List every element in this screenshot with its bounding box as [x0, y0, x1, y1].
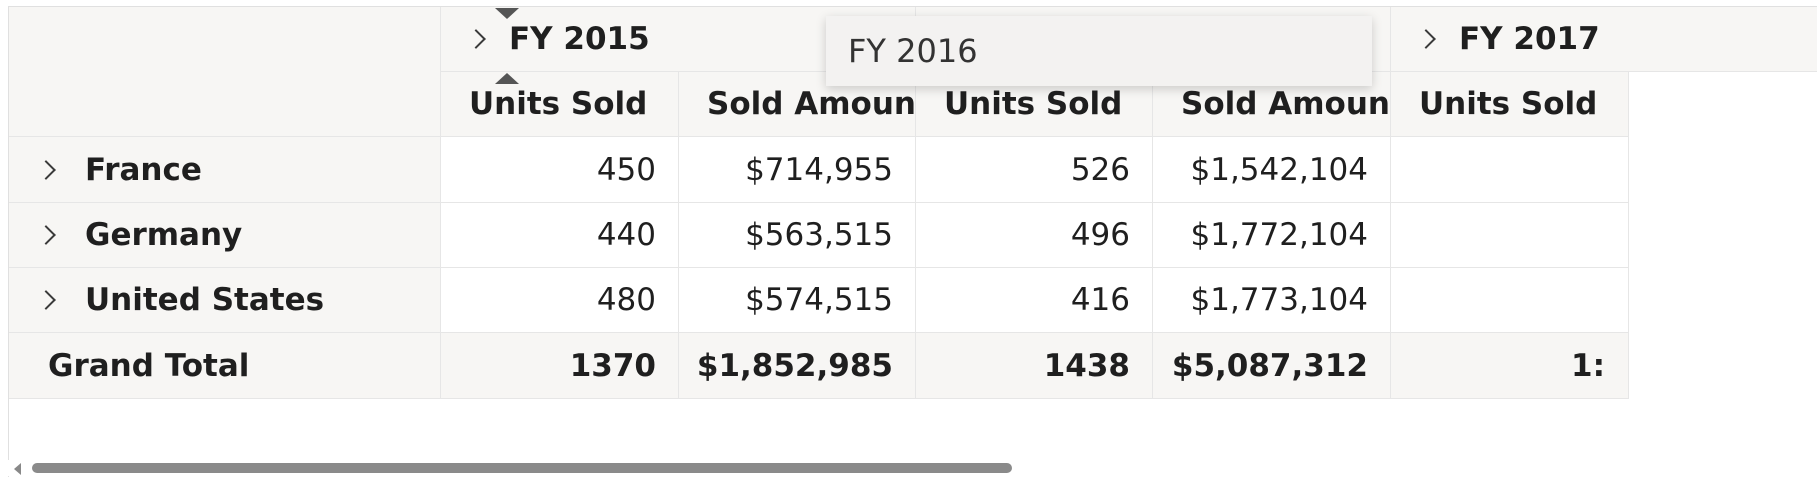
- value-cell[interactable]: $1,773,104: [1153, 268, 1391, 333]
- grand-total-cell[interactable]: 1:: [1391, 333, 1629, 399]
- drag-tooltip-label: FY 2016: [848, 32, 978, 70]
- chevron-right-icon[interactable]: [36, 225, 56, 245]
- grand-total-cell[interactable]: $1,852,985: [679, 333, 916, 399]
- column-group-fy2017[interactable]: FY 2017: [1391, 7, 1817, 72]
- measure-header[interactable]: Units Sold: [441, 72, 679, 137]
- horizontal-scrollbar[interactable]: [8, 460, 1817, 476]
- value-cell[interactable]: $1,772,104: [1153, 203, 1391, 268]
- row-label: France: [85, 151, 202, 188]
- row-label: United States: [85, 282, 325, 318]
- grand-total-cell[interactable]: 1438: [916, 333, 1153, 399]
- grand-total-cell[interactable]: 1370: [441, 333, 679, 399]
- value-cell[interactable]: 526: [916, 137, 1153, 203]
- value-cell[interactable]: 440: [441, 203, 679, 268]
- column-group-label: FY 2017: [1459, 21, 1600, 57]
- measure-header[interactable]: Sold Amount: [679, 72, 916, 137]
- row-header-united-states[interactable]: United States: [9, 268, 441, 333]
- grand-total-cell[interactable]: $5,087,312: [1153, 333, 1391, 399]
- value-cell[interactable]: [1391, 268, 1629, 333]
- drag-column-tooltip[interactable]: FY 2016: [826, 16, 1372, 86]
- value-cell[interactable]: 450: [441, 137, 679, 203]
- row-label: Germany: [85, 217, 243, 253]
- corner-cell: [9, 7, 441, 137]
- grand-total-label: Grand Total: [9, 333, 441, 399]
- drop-indicator-top-arrow: [495, 8, 519, 19]
- chevron-right-icon[interactable]: [1416, 29, 1436, 49]
- row-header-germany[interactable]: Germany: [9, 203, 441, 268]
- chevron-right-icon[interactable]: [36, 290, 56, 310]
- value-cell[interactable]: $563,515: [679, 203, 916, 268]
- scroll-left-arrow-icon[interactable]: [14, 463, 21, 475]
- value-cell[interactable]: [1391, 203, 1629, 268]
- scrollbar-thumb[interactable]: [32, 463, 1012, 473]
- value-cell[interactable]: $714,955: [679, 137, 916, 203]
- value-cell[interactable]: 480: [441, 268, 679, 333]
- drop-indicator-bottom-arrow: [495, 73, 519, 84]
- column-group-label: FY 2015: [509, 21, 650, 57]
- value-cell[interactable]: $1,542,104: [1153, 137, 1391, 203]
- value-cell[interactable]: [1391, 137, 1629, 203]
- chevron-right-icon[interactable]: [36, 159, 56, 180]
- value-cell[interactable]: 496: [916, 203, 1153, 268]
- value-cell[interactable]: 416: [916, 268, 1153, 333]
- row-header-france[interactable]: France: [9, 137, 441, 203]
- chevron-right-icon[interactable]: [466, 29, 486, 49]
- value-cell[interactable]: $574,515: [679, 268, 916, 333]
- measure-header[interactable]: Units Sold: [1391, 72, 1629, 137]
